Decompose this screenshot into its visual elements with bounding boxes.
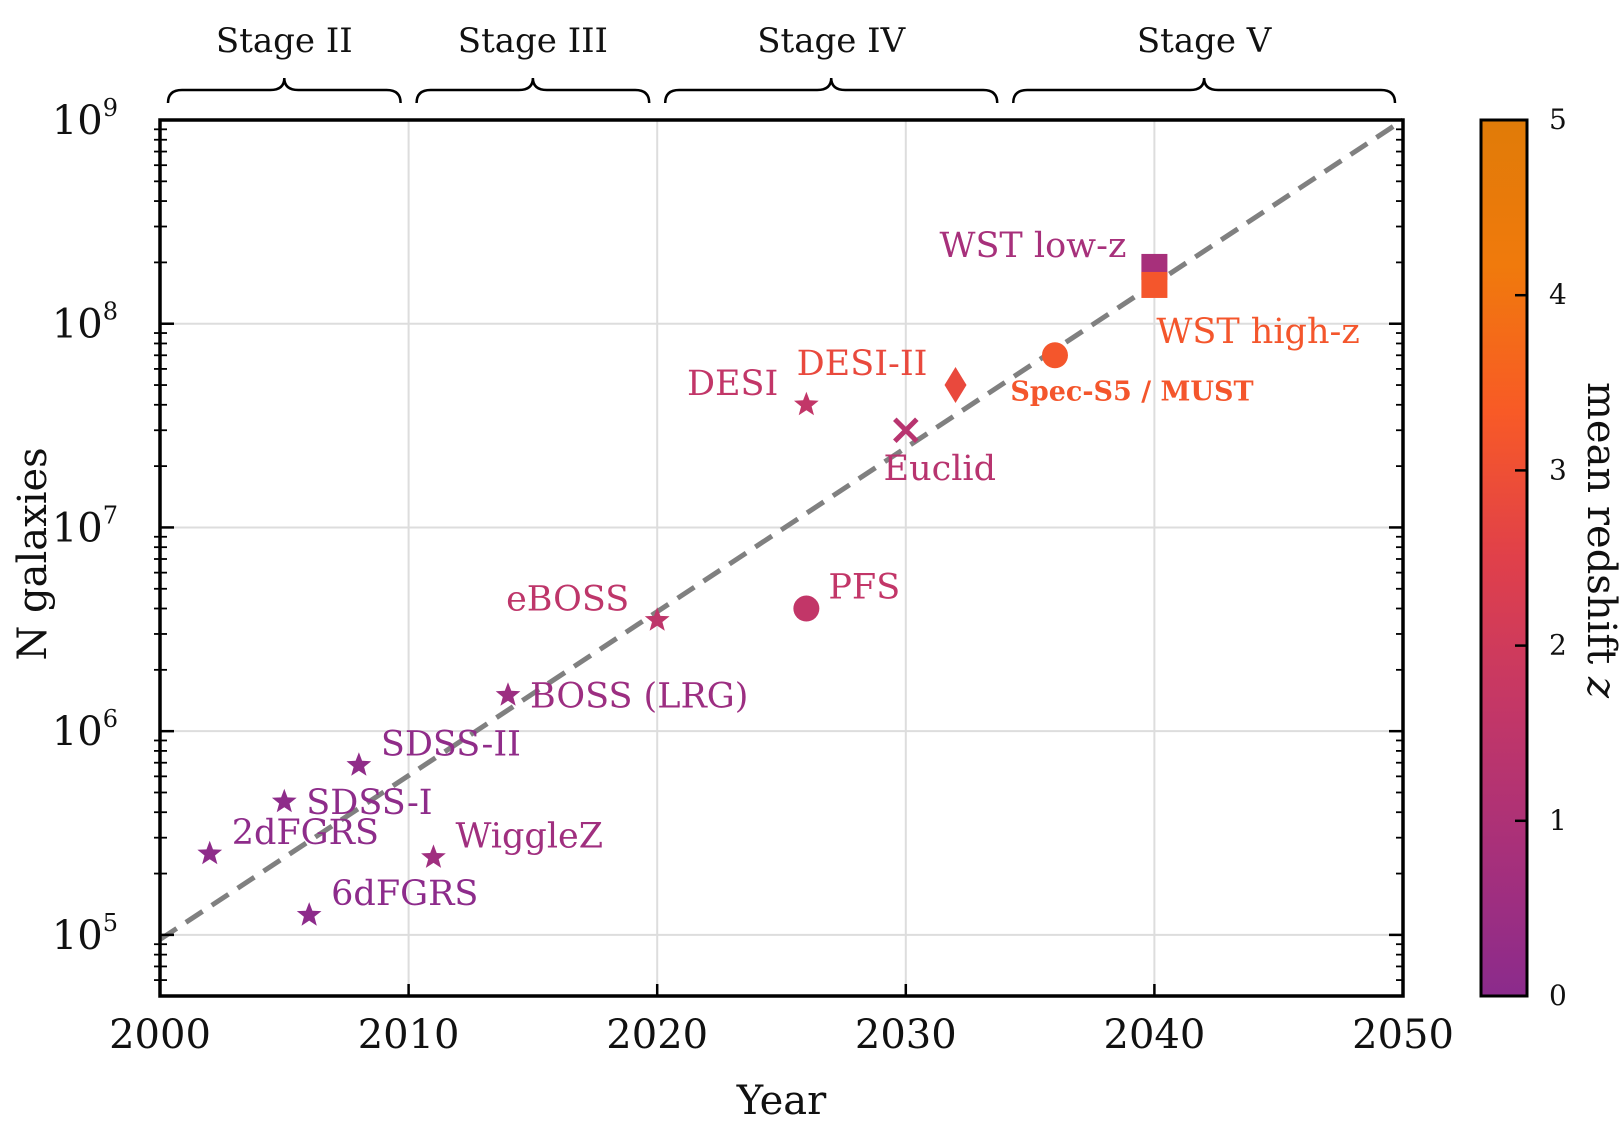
stage-label: Stage IV [757, 21, 906, 61]
point-6dfgrs [296, 902, 322, 926]
colorbar-tick-label: 4 [1549, 278, 1567, 311]
label-6dfgrs: 6dFGRS [331, 874, 478, 914]
stage-label: Stage III [458, 21, 608, 61]
point-spec-s5-must [1041, 342, 1068, 369]
label-spec-s5-must: Spec-S5 / MUST [1010, 376, 1253, 407]
grid-lines [159, 119, 1404, 996]
y-tick-exponent: 6 [103, 705, 118, 733]
x-tick-label: 2040 [1104, 1012, 1206, 1058]
point-desi-ii [944, 367, 967, 404]
y-tick-exponent: 9 [103, 94, 118, 122]
x-tick-label: 2030 [855, 1012, 957, 1058]
colorbar: 0 1 2 3 4 5 mean redshift z [1479, 103, 1623, 1012]
colorbar-tick-label: 2 [1549, 629, 1567, 662]
colorbar-title: mean redshift z [1578, 382, 1623, 699]
x-tick-label: 2000 [109, 1012, 211, 1058]
point-sdss-ii [346, 752, 372, 776]
colorbar-tick-label: 0 [1549, 979, 1567, 1012]
label-euclid: Euclid [884, 449, 997, 489]
label-boss-lrg: BOSS (LRG) [530, 676, 748, 716]
y-tick-label: 107 [52, 501, 118, 551]
axes: 2000 2010 2020 2030 2040 2050 Year 105 106 107 108… [10, 94, 1454, 1124]
y-axis-title: N galaxies [10, 447, 56, 660]
point-boss-lrg [495, 682, 521, 706]
point-wst-high-z [1141, 271, 1168, 298]
label-sdss-ii: SDSS-II [381, 724, 521, 764]
x-tick-label: 2050 [1352, 1012, 1454, 1058]
stage-bracket [663, 77, 999, 104]
label-desi: DESI [687, 364, 778, 404]
x-tick-label: 2020 [606, 1012, 708, 1058]
stage-label: Stage V [1137, 21, 1273, 61]
label-wst-high-z: WST high-z [1156, 312, 1359, 352]
stage-bracket [166, 77, 402, 104]
point-desi [794, 391, 819, 416]
y-tick-label: 108 [52, 298, 118, 348]
x-tick-label: 2010 [358, 1012, 460, 1058]
trend-line-group [158, 117, 1405, 942]
y-tick-exponent: 7 [103, 501, 118, 529]
y-tick-label: 109 [52, 94, 118, 144]
colorbar-title-variable: z [1578, 676, 1623, 699]
label-wigglez: WiggleZ [455, 816, 603, 856]
colorbar-tick-label: 3 [1549, 453, 1567, 486]
point-euclid [893, 417, 919, 444]
colorbar-tick-label: 1 [1549, 804, 1567, 837]
data-points [197, 253, 1168, 926]
stage-brackets: Stage II Stage III Stage IV Stage V [166, 21, 1397, 104]
point-eboss [644, 607, 670, 631]
plot-frame [158, 118, 1405, 998]
label-eboss: eBOSS [506, 579, 629, 619]
stage-bracket [415, 77, 651, 104]
y-tick-label: 106 [52, 705, 118, 755]
colorbar-gradient [1479, 118, 1529, 998]
label-wst-low-z: WST low-z [939, 226, 1126, 266]
colorbar-tick-label: 5 [1549, 103, 1567, 136]
x-axis-title: Year [736, 1078, 827, 1124]
label-sdss-i: SDSS-I [306, 783, 432, 823]
label-2dfgrs: 2dFGRS [232, 813, 379, 853]
y-tick-exponent: 8 [103, 298, 118, 326]
point-2dfgrs [197, 840, 223, 865]
point-wigglez [421, 844, 446, 868]
label-pfs: PFS [828, 568, 900, 608]
y-tick-label: 105 [52, 909, 118, 959]
point-sdss-i [271, 788, 297, 813]
stage-bracket [1011, 77, 1397, 104]
trend-line [158, 117, 1405, 942]
label-desi-ii: DESI-II [797, 344, 928, 384]
y-tick-exponent: 5 [103, 909, 118, 937]
stage-label: Stage II [216, 21, 353, 61]
point-pfs [793, 595, 820, 622]
